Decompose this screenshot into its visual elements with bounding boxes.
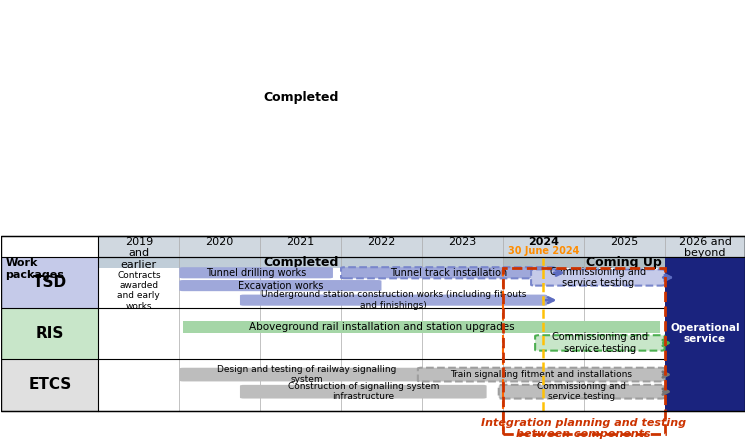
Text: Excavation works: Excavation works	[238, 280, 323, 291]
Text: Commissioning and
service testing: Commissioning and service testing	[537, 382, 626, 401]
Text: 30 June 2024: 30 June 2024	[508, 246, 579, 256]
Text: Design and testing of railway signalling
system: Design and testing of railway signalling…	[217, 365, 396, 384]
Bar	[2, 257, 98, 308]
Text: 2024: 2024	[528, 237, 559, 247]
Bar	[2, 308, 98, 359]
Text: Construction of signalling system
infrastructure: Construction of signalling system infras…	[287, 382, 439, 401]
Text: TSD: TSD	[33, 275, 67, 290]
Text: Integration planning and testing
between components: Integration planning and testing between…	[481, 418, 686, 439]
FancyBboxPatch shape	[418, 368, 664, 381]
FancyBboxPatch shape	[499, 385, 664, 399]
Text: Tunnel drilling works: Tunnel drilling works	[206, 268, 306, 278]
Text: Work
packages: Work packages	[5, 258, 64, 280]
Bar	[2, 236, 746, 411]
Bar	[503, 269, 664, 434]
Text: 2026 and
beyond: 2026 and beyond	[679, 237, 731, 258]
Bar	[98, 236, 746, 257]
FancyBboxPatch shape	[179, 280, 382, 291]
Text: 2025: 2025	[610, 237, 638, 247]
FancyBboxPatch shape	[536, 335, 664, 351]
Text: 2022: 2022	[368, 237, 396, 247]
Text: Completed: Completed	[263, 91, 338, 104]
Text: Operational
service: Operational service	[670, 323, 740, 344]
Bar	[183, 321, 661, 333]
Bar	[98, 236, 746, 257]
Text: Aboveground rail installation and station upgrades: Aboveground rail installation and statio…	[249, 321, 514, 332]
Text: ETCS: ETCS	[28, 377, 71, 392]
FancyBboxPatch shape	[179, 267, 333, 278]
Text: 2019
and
earlier: 2019 and earlier	[121, 237, 157, 270]
Text: Contracts
awarded
and early
works: Contracts awarded and early works	[117, 271, 160, 311]
FancyBboxPatch shape	[240, 385, 487, 399]
Text: RIS: RIS	[36, 326, 64, 341]
Text: Tunnel track installation: Tunnel track installation	[389, 268, 507, 278]
Text: Commissioning and
service testing: Commissioning and service testing	[552, 332, 648, 354]
Text: 2020: 2020	[206, 237, 234, 247]
Text: 2023: 2023	[448, 237, 476, 247]
FancyBboxPatch shape	[531, 269, 664, 286]
Text: Completed: Completed	[263, 256, 338, 269]
Bar	[98, 257, 502, 269]
FancyBboxPatch shape	[179, 368, 434, 381]
Text: Coming Up: Coming Up	[586, 256, 662, 269]
Bar	[503, 257, 746, 269]
Bar	[664, 257, 746, 411]
Text: Underground station construction works (including fit-outs
and finishings): Underground station construction works (…	[261, 291, 526, 310]
Text: Commissioning and
service testing: Commissioning and service testing	[550, 267, 646, 288]
FancyBboxPatch shape	[341, 267, 555, 278]
Text: Train signalling fitment and installations: Train signalling fitment and installatio…	[450, 370, 632, 379]
Bar	[2, 359, 98, 411]
FancyBboxPatch shape	[240, 295, 548, 306]
Text: 2021: 2021	[286, 237, 315, 247]
